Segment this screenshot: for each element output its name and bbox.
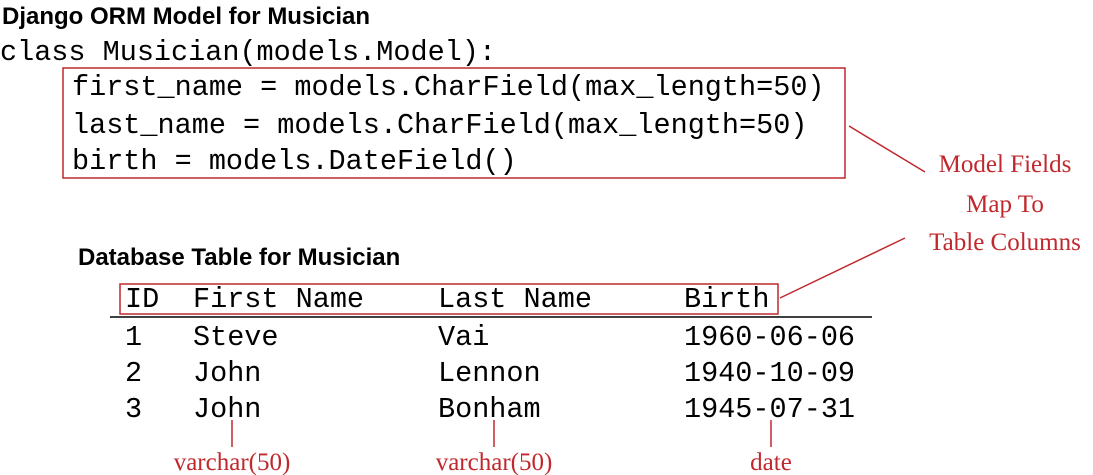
header-cell: Birth (684, 283, 770, 316)
connector (848, 125, 926, 173)
type-label: varchar(50) (174, 449, 291, 475)
cell: 1 (125, 321, 142, 354)
fields-box (62, 67, 846, 179)
code-line: class Musician(models.Model): (0, 36, 496, 69)
code-line: first_name = models.CharField(max_length… (72, 71, 825, 104)
annotation: Map To (966, 191, 1044, 218)
header-box (119, 283, 779, 315)
type-label: date (750, 449, 792, 475)
table-title: Database Table for Musician (78, 244, 400, 271)
code-line: last_name = models.CharField(max_length=… (72, 109, 807, 142)
annotation: Model Fields (939, 151, 1072, 178)
header-cell: First Name (193, 283, 364, 316)
cell: 1940-10-09 (684, 357, 855, 390)
connector (779, 237, 906, 299)
cell: 2 (125, 357, 142, 390)
cell: Lennon (438, 357, 541, 390)
annotation: Table Columns (929, 229, 1081, 256)
header-cell: Last Name (438, 283, 592, 316)
title: Django ORM Model for Musician (2, 3, 370, 30)
cell: Bonham (438, 393, 541, 426)
code-line: birth = models.DateField() (72, 145, 517, 178)
cell: John (193, 357, 261, 390)
type-label: varchar(50) (436, 449, 553, 475)
cell: 3 (125, 393, 142, 426)
cell: 1960-06-06 (684, 321, 855, 354)
header-cell: ID (125, 283, 159, 316)
cell: 1945-07-31 (684, 393, 855, 426)
cell: John (193, 393, 261, 426)
cell: Steve (193, 321, 279, 354)
cell: Vai (438, 321, 489, 354)
